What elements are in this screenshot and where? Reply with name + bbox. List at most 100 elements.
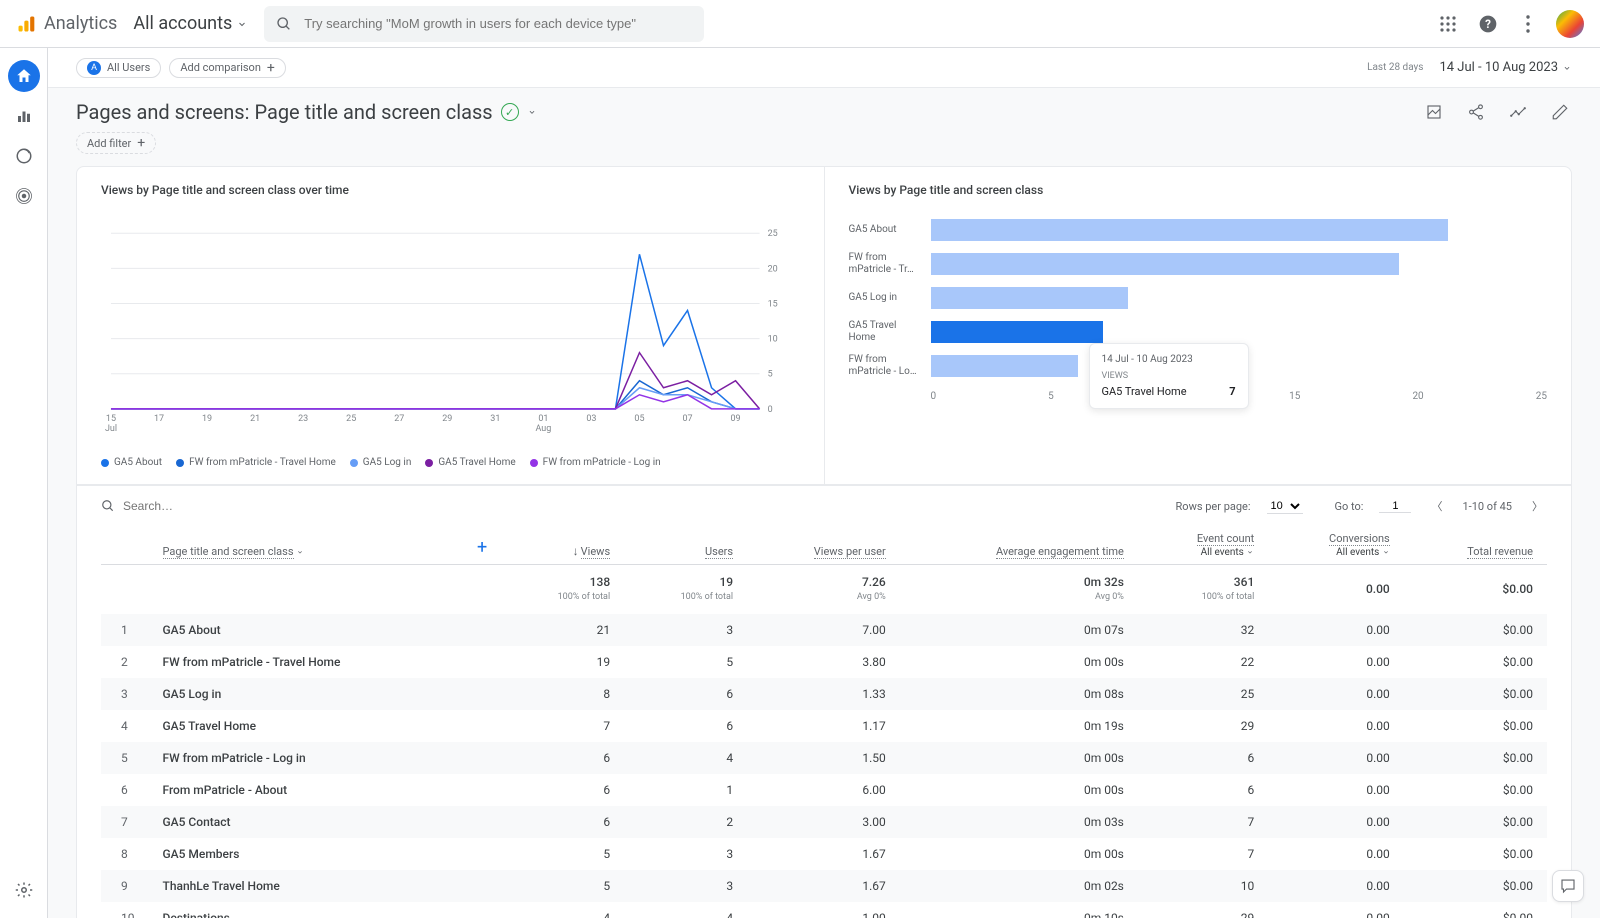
share-icon[interactable]: [1464, 100, 1488, 124]
cell-users: 6: [624, 678, 747, 710]
next-page-icon[interactable]: 〉: [1528, 498, 1547, 514]
goto-input[interactable]: [1379, 500, 1411, 513]
bar-fill: [931, 219, 1449, 241]
legend-item[interactable]: GA5 About: [101, 457, 162, 468]
cell-conv: 0.00: [1268, 646, 1403, 678]
table-row[interactable]: 8 GA5 Members 5 3 1.67 0m 00s 7 0.00 $0.…: [101, 838, 1547, 870]
logo[interactable]: Analytics: [16, 13, 117, 34]
apps-icon[interactable]: [1436, 12, 1460, 36]
audience-chip[interactable]: A All Users: [76, 58, 161, 78]
feedback-fab[interactable]: [1552, 870, 1584, 902]
table-row[interactable]: 2 FW from mPatricle - Travel Home 19 5 3…: [101, 646, 1547, 678]
svg-text:5: 5: [768, 370, 773, 380]
column-header-event_count[interactable]: Event countAll events: [1138, 522, 1268, 565]
row-name: GA5 Contact: [149, 806, 463, 838]
cell-users: 3: [624, 870, 747, 902]
cell-conv: 0.00: [1268, 774, 1403, 806]
cell-views: 7: [501, 710, 624, 742]
chevron-down-icon[interactable]: [527, 107, 537, 117]
row-name: FW from mPatricle - Travel Home: [149, 646, 463, 678]
brand-text: Analytics: [44, 13, 117, 34]
legend-label: FW from mPatricle - Log in: [543, 457, 661, 468]
nav-explore[interactable]: [8, 140, 40, 172]
cell-vpu: 1.00: [747, 902, 900, 918]
help-icon[interactable]: ?: [1476, 12, 1500, 36]
customize-icon[interactable]: [1422, 100, 1446, 124]
column-header-views[interactable]: ↓Views: [501, 522, 624, 565]
row-name: GA5 Travel Home: [149, 710, 463, 742]
rows-per-page-label: Rows per page:: [1176, 500, 1251, 513]
table-row[interactable]: 5 FW from mPatricle - Log in 6 4 1.50 0m…: [101, 742, 1547, 774]
column-sub-select[interactable]: All events: [1152, 547, 1254, 558]
column-header-avg_engagement[interactable]: Average engagement time: [900, 522, 1138, 565]
add-filter-label: Add filter: [87, 137, 131, 150]
analytics-logo-icon: [16, 14, 36, 34]
tooltip-label: GA5 Travel Home: [1102, 385, 1187, 398]
line-chart-panel: Views by Page title and screen class ove…: [77, 167, 824, 485]
main-content: A All Users Add comparison + Last 28 day…: [48, 48, 1600, 918]
table-row[interactable]: 7 GA5 Contact 6 2 3.00 0m 03s 7 0.00 $0.…: [101, 806, 1547, 838]
cell-vpu: 1.17: [747, 710, 900, 742]
column-header-users[interactable]: Users: [624, 522, 747, 565]
avatar[interactable]: [1556, 10, 1584, 38]
totals-users: 19100% of total: [624, 565, 747, 615]
line-chart: 051015202515Jul171921232527293101Aug0305…: [101, 213, 800, 443]
bar-row[interactable]: GA5 About: [849, 213, 1548, 247]
cell-vpu: 7.00: [747, 614, 900, 646]
cell-events: 10: [1138, 870, 1268, 902]
search-input[interactable]: [304, 16, 692, 31]
table-row[interactable]: 10 Destinations 4 4 1.00 0m 10s 29 0.00 …: [101, 902, 1547, 918]
cell-conv: 0.00: [1268, 838, 1403, 870]
row-index: 10: [101, 902, 149, 918]
svg-text:29: 29: [442, 414, 452, 424]
cell-views: 8: [501, 678, 624, 710]
account-switcher[interactable]: All accounts: [133, 13, 248, 34]
more-icon[interactable]: [1516, 12, 1540, 36]
column-header-total_revenue[interactable]: Total revenue: [1404, 522, 1547, 565]
table-row[interactable]: 4 GA5 Travel Home 7 6 1.17 0m 19s 29 0.0…: [101, 710, 1547, 742]
svg-text:07: 07: [682, 414, 692, 424]
rows-per-page-select[interactable]: 10: [1267, 499, 1303, 514]
cell-views: 5: [501, 838, 624, 870]
column-sub-select[interactable]: All events: [1282, 547, 1389, 558]
bar-row[interactable]: FW from mPatricle - Tr…: [849, 247, 1548, 281]
table-row[interactable]: 6 From mPatricle - About 6 1 6.00 0m 00s…: [101, 774, 1547, 806]
cell-conv: 0.00: [1268, 806, 1403, 838]
legend-item[interactable]: GA5 Log in: [350, 457, 412, 468]
insights-icon[interactable]: [1506, 100, 1530, 124]
bar-fill: [931, 253, 1400, 275]
cell-users: 5: [624, 646, 747, 678]
bar-row[interactable]: GA5 Log in: [849, 281, 1548, 315]
cell-events: 29: [1138, 902, 1268, 918]
legend-label: GA5 Travel Home: [438, 457, 515, 468]
svg-text:0: 0: [768, 405, 773, 415]
nav-reports[interactable]: [8, 100, 40, 132]
svg-text:27: 27: [394, 414, 404, 424]
table-row[interactable]: 1 GA5 About 21 3 7.00 0m 07s 32 0.00 $0.…: [101, 614, 1547, 646]
dimension-header[interactable]: Page title and screen class: [149, 522, 463, 565]
plus-icon: +: [137, 136, 145, 150]
cell-events: 7: [1138, 838, 1268, 870]
date-range-picker[interactable]: 14 Jul - 10 Aug 2023: [1439, 60, 1572, 75]
table-search-input[interactable]: [123, 499, 223, 513]
legend-item[interactable]: GA5 Travel Home: [425, 457, 515, 468]
prev-page-icon[interactable]: 〈: [1427, 498, 1446, 514]
nav-home[interactable]: [8, 60, 40, 92]
search-icon: [101, 499, 115, 513]
add-dimension-button[interactable]: +: [463, 522, 501, 565]
add-comparison-chip[interactable]: Add comparison +: [169, 58, 286, 78]
edit-icon[interactable]: [1548, 100, 1572, 124]
cell-views: 6: [501, 774, 624, 806]
table-row[interactable]: 3 GA5 Log in 8 6 1.33 0m 08s 25 0.00 $0.…: [101, 678, 1547, 710]
svg-text:Aug: Aug: [535, 424, 551, 434]
legend-item[interactable]: FW from mPatricle - Travel Home: [176, 457, 336, 468]
legend-item[interactable]: FW from mPatricle - Log in: [530, 457, 661, 468]
table-row[interactable]: 9 ThanhLe Travel Home 5 3 1.67 0m 02s 10…: [101, 870, 1547, 902]
nav-advertising[interactable]: [8, 180, 40, 212]
legend-dot-icon: [530, 459, 538, 467]
add-filter-button[interactable]: Add filter +: [76, 132, 156, 154]
search-bar[interactable]: [264, 6, 704, 42]
column-header-views_per_user[interactable]: Views per user: [747, 522, 900, 565]
nav-admin[interactable]: [8, 874, 40, 906]
column-header-conversions[interactable]: ConversionsAll events: [1268, 522, 1403, 565]
